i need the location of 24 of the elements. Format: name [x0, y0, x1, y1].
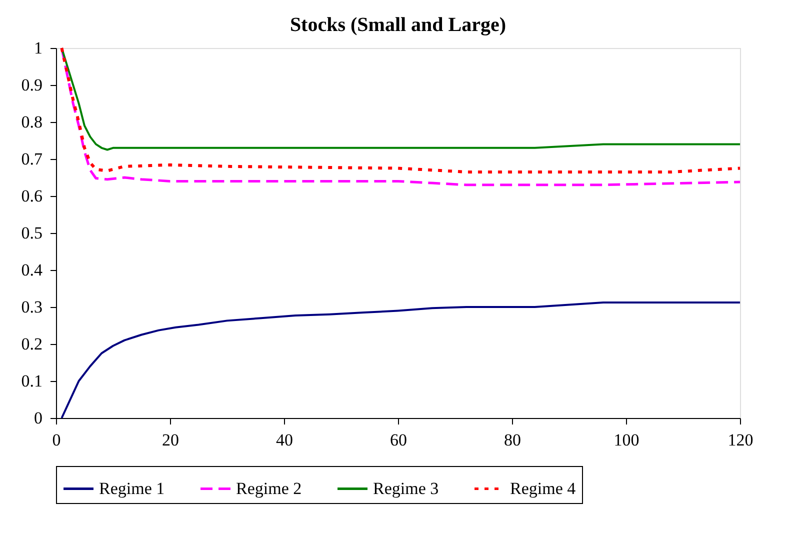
y-tick-label: 0.7: [21, 150, 43, 168]
y-tick-label: 0.1: [21, 372, 42, 390]
y-tick-label: 0.9: [21, 76, 42, 94]
x-tick-label: 60: [390, 430, 407, 450]
legend-label: Regime 3: [373, 478, 439, 498]
x-tick-label: 80: [504, 430, 521, 450]
y-tick-label: 0.6: [21, 186, 42, 206]
legend-label: Regime 1: [99, 478, 165, 498]
chart-title: Stocks (Small and Large): [290, 14, 506, 36]
y-tick-label: 0.5: [21, 224, 42, 242]
x-tick-label: 100: [614, 430, 640, 450]
y-tick-label: 0.4: [21, 260, 43, 280]
y-tick-label: 0: [34, 408, 42, 428]
y-tick-label: 0.2: [21, 334, 42, 354]
legend-label: Regime 4: [510, 478, 576, 498]
legend-label: Regime 2: [236, 478, 302, 498]
y-tick-label: 0.3: [21, 298, 42, 316]
y-tick-label: 1: [34, 38, 42, 58]
x-tick-label: 120: [728, 430, 754, 450]
y-tick-label: 0.8: [21, 112, 42, 132]
x-tick-label: 0: [52, 430, 61, 450]
x-tick-label: 20: [162, 430, 179, 450]
line-series: [60, 302, 741, 419]
x-tick-label: 40: [276, 430, 293, 450]
